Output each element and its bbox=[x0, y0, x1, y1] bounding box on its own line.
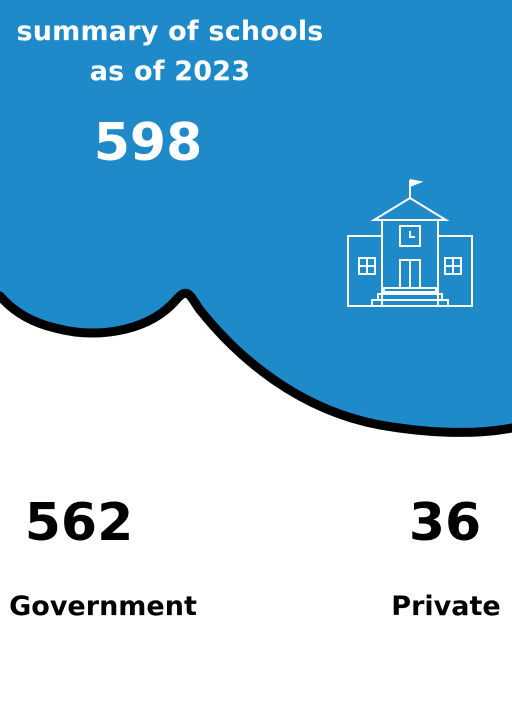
total-schools-count: 598 bbox=[93, 113, 203, 173]
page-title: summary of schools as of 2023 bbox=[0, 12, 340, 92]
private-count: 36 bbox=[408, 493, 482, 553]
title-line-2: as of 2023 bbox=[89, 56, 251, 87]
government-label: Government bbox=[9, 591, 197, 622]
school-building-icon bbox=[347, 179, 473, 307]
government-count: 562 bbox=[24, 493, 134, 553]
private-label: Private bbox=[391, 591, 501, 622]
title-line-1: summary of schools bbox=[16, 16, 324, 47]
